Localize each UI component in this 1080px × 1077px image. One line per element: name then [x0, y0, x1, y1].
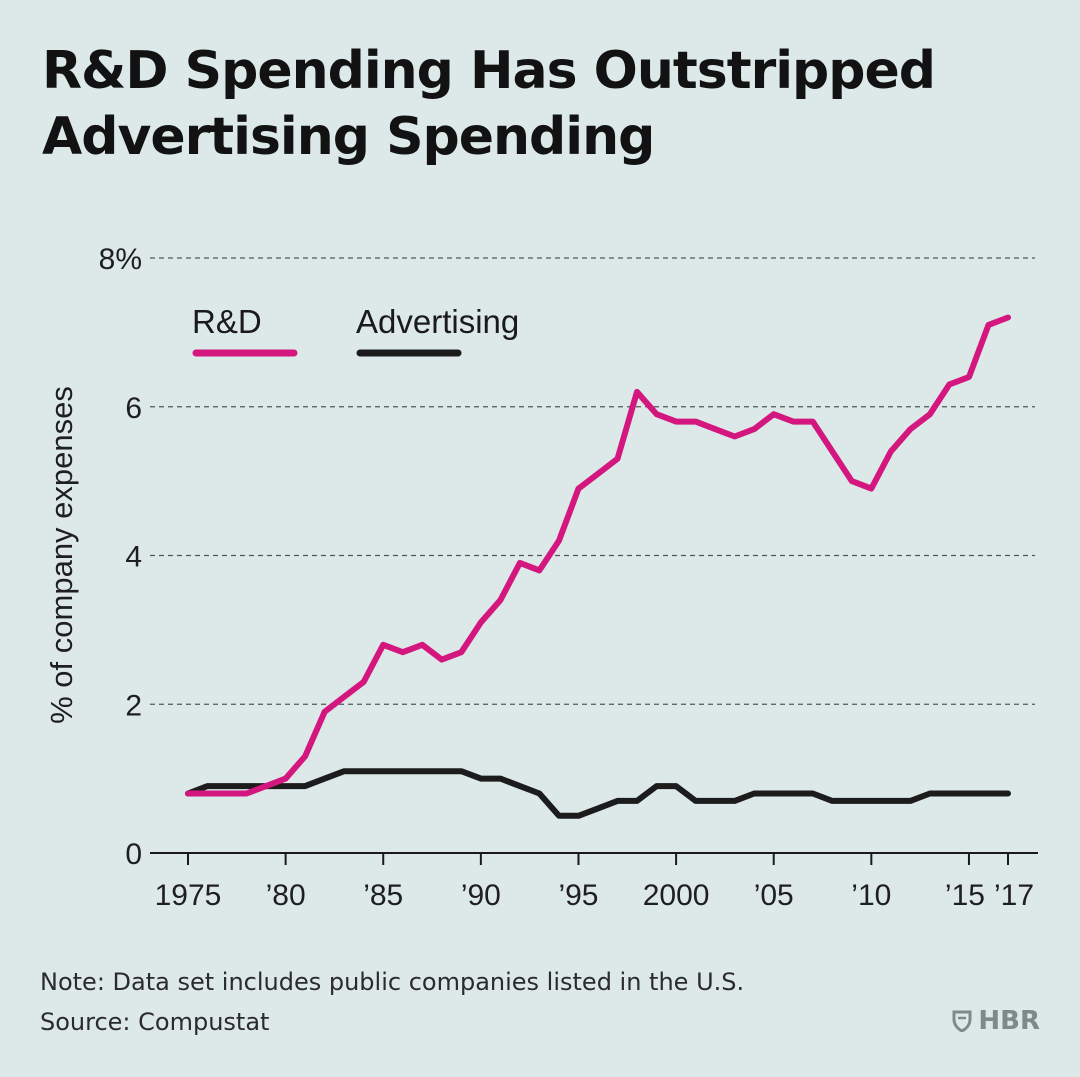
- shield-icon: [952, 1010, 972, 1032]
- x-tick-label: ’05: [754, 879, 794, 912]
- publisher-logo: HBR: [952, 1006, 1040, 1036]
- x-tick-label: ’10: [851, 879, 891, 912]
- gridlines: [150, 257, 1035, 705]
- legend-label-advertising: Advertising: [356, 303, 519, 340]
- y-tick-label: 4: [125, 541, 142, 574]
- publisher-name: HBR: [978, 1006, 1040, 1036]
- note-text: Note: Data set includes public companies…: [40, 968, 745, 996]
- source-text: Source: Compustat: [40, 1008, 270, 1036]
- x-tick-label: ’80: [266, 879, 306, 912]
- x-tick-label: ’17: [994, 879, 1034, 912]
- y-tick-label: 0: [125, 838, 142, 871]
- series-lines: [185, 314, 1011, 819]
- axes: 0 2 4 6 8% 1975 ’80 ’85 ’90 ’95 2000 ’05 ’10 ’15 ’17 % …: [44, 243, 1038, 912]
- x-tick-label: 1975: [155, 879, 222, 912]
- x-tick-label: ’90: [461, 879, 501, 912]
- chart-title: R&D Spending Has Outstripped Advertising…: [42, 38, 1042, 170]
- y-axis-label: % of company expenses: [44, 386, 79, 724]
- x-tick-label: ’15: [945, 879, 985, 912]
- x-tick-label: ’85: [363, 879, 403, 912]
- legend: R&D Advertising: [192, 303, 519, 357]
- y-tick-label: 8%: [99, 243, 142, 276]
- legend-label-r-d: R&D: [192, 303, 262, 340]
- chart-title-line-2: Advertising Spending: [42, 107, 655, 167]
- series-line-advertising: [185, 768, 1011, 819]
- y-tick-label: 6: [125, 392, 142, 425]
- y-tick-label: 2: [125, 689, 142, 722]
- footnote: Note: Data set includes public companies…: [40, 962, 744, 1042]
- series-line-r-d: [185, 314, 1011, 797]
- chart-title-line-1: R&D Spending Has Outstripped: [42, 41, 936, 101]
- x-tick-label: ’95: [558, 879, 598, 912]
- x-tick-label: 2000: [643, 879, 710, 912]
